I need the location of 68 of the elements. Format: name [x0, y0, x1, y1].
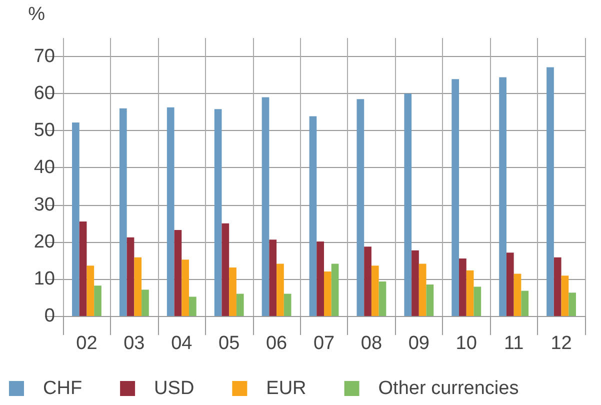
- bar: [72, 122, 80, 316]
- bar: [459, 258, 466, 316]
- y-tick-label: 50: [34, 120, 55, 142]
- bar: [86, 266, 94, 316]
- bar: [182, 260, 189, 316]
- bar: [546, 67, 554, 316]
- legend-label: Other currencies: [378, 378, 519, 399]
- bar: [166, 107, 174, 316]
- bar: [316, 241, 324, 316]
- y-tick-label: 0: [44, 306, 55, 326]
- y-tick-label: 10: [34, 268, 55, 290]
- bar: [229, 267, 236, 316]
- bar: [236, 294, 244, 316]
- x-tick-label: 07: [313, 333, 335, 354]
- bar: [554, 257, 562, 316]
- legend-label: USD: [154, 378, 194, 399]
- legend-label: CHF: [43, 378, 82, 399]
- x-tick-label: 04: [171, 333, 193, 354]
- bar: [356, 99, 364, 316]
- bar: [269, 240, 277, 316]
- bar: [418, 264, 426, 316]
- x-tick-label: 02: [76, 333, 98, 354]
- bar: [142, 290, 149, 316]
- bar: [174, 230, 182, 316]
- bar: [568, 292, 576, 316]
- x-tick-label: 10: [456, 333, 477, 354]
- y-tick-label: 70: [34, 46, 55, 68]
- bar: [426, 284, 434, 316]
- bar: [262, 97, 270, 316]
- x-tick-label: 11: [504, 333, 524, 354]
- x-tick-label: 09: [408, 333, 430, 354]
- bar: [371, 266, 379, 316]
- bar: [188, 296, 196, 316]
- bar: [119, 108, 127, 316]
- bar: [222, 223, 230, 316]
- bar: [324, 272, 332, 316]
- bar: [474, 286, 482, 316]
- y-tick-label: 40: [34, 157, 55, 178]
- bar: [79, 221, 87, 316]
- y-tick-label: 60: [34, 83, 55, 104]
- x-tick-label: 08: [360, 333, 382, 354]
- bar: [561, 276, 569, 316]
- bar: [378, 282, 386, 316]
- bar: [364, 246, 372, 316]
- y-tick-label: 20: [34, 231, 55, 252]
- bar: [214, 109, 222, 316]
- x-tick-label: 06: [266, 333, 288, 354]
- bar: [452, 79, 460, 316]
- x-tick-label: 12: [550, 333, 572, 354]
- y-axis-title: %: [28, 4, 46, 25]
- bar: [126, 237, 134, 316]
- bar: [94, 286, 102, 316]
- bar: [412, 250, 419, 316]
- bar: [284, 294, 292, 316]
- bar: [331, 264, 339, 316]
- x-tick-label: 03: [124, 333, 145, 354]
- x-tick-label: 05: [218, 333, 240, 354]
- bar: [514, 274, 522, 316]
- bar: [499, 77, 506, 316]
- bar: [309, 116, 317, 316]
- bar: [521, 290, 529, 316]
- bar: [276, 264, 284, 316]
- bar: [506, 252, 514, 316]
- legend-label: EUR: [266, 378, 306, 399]
- y-tick-label: 30: [34, 194, 55, 216]
- bar: [404, 94, 412, 316]
- bar: [134, 257, 142, 316]
- bar: [466, 270, 474, 316]
